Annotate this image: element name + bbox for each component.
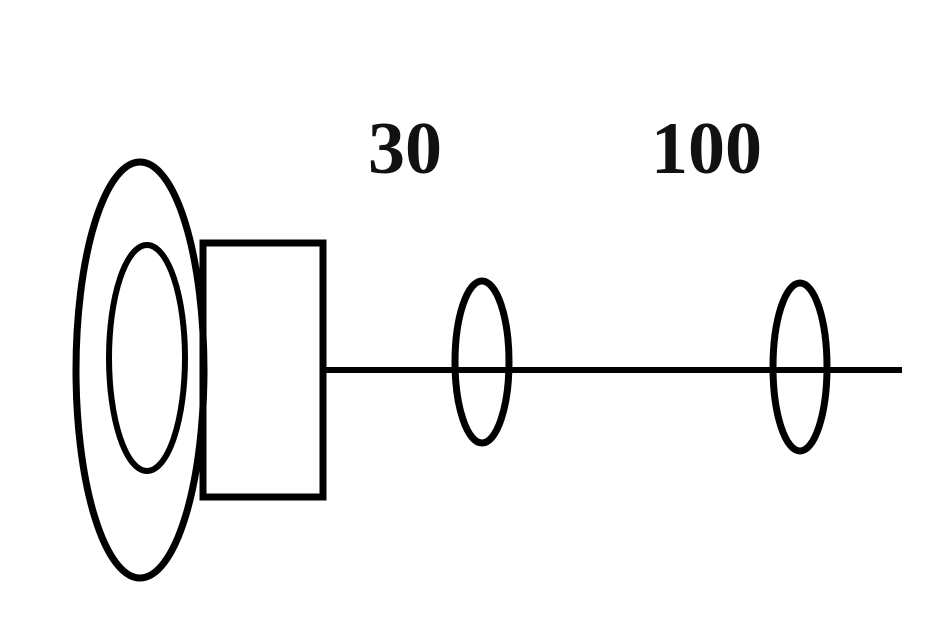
label-30: 30 bbox=[368, 108, 442, 190]
label-100: 100 bbox=[651, 108, 762, 190]
marker-ring-100 bbox=[769, 279, 831, 455]
collar-rect bbox=[199, 239, 327, 501]
marker-ring-30 bbox=[451, 277, 513, 447]
inner-ring bbox=[106, 242, 188, 474]
